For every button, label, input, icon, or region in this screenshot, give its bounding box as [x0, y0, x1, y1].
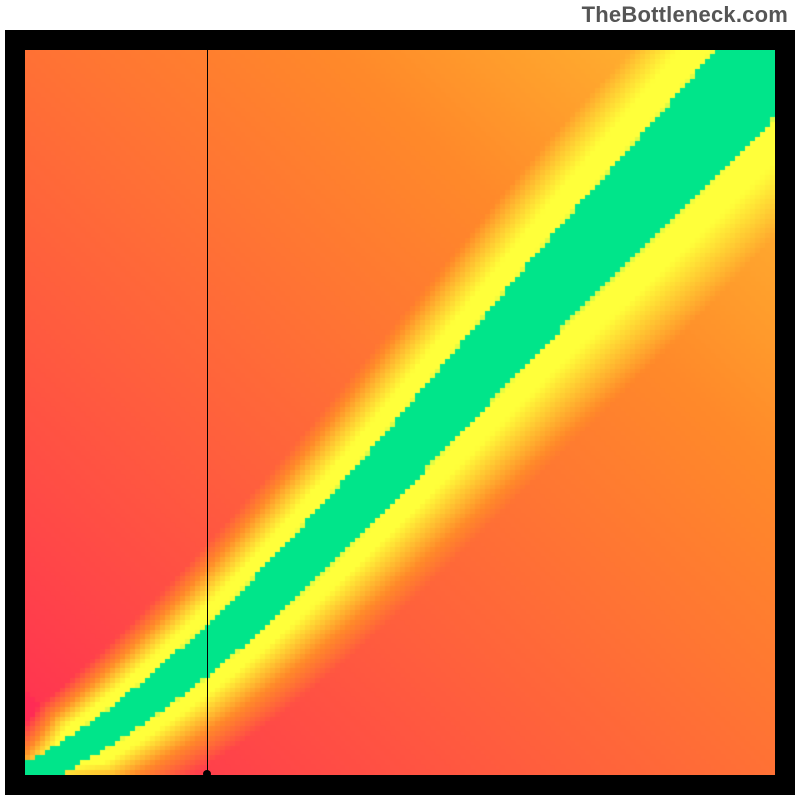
- plot-inner-area: [25, 50, 775, 775]
- watermark-text: TheBottleneck.com: [582, 2, 788, 28]
- heatmap-canvas: [25, 50, 775, 775]
- crosshair-vertical-line: [207, 50, 208, 774]
